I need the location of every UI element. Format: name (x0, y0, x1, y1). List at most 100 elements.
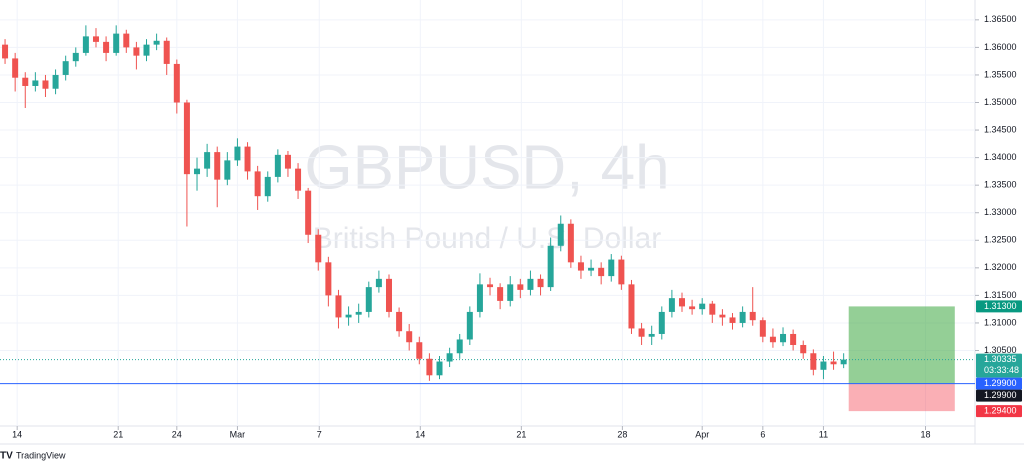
candle-body (365, 287, 372, 312)
candle-body (588, 267, 595, 271)
entry-tag: 1.29900 (984, 390, 1017, 400)
candle-body (497, 287, 504, 301)
candle-body (446, 353, 453, 362)
y-tick-label: 1.32500 (984, 235, 1017, 245)
y-tick-label: 1.36500 (984, 14, 1017, 24)
candle-body (315, 234, 322, 263)
candle-body (204, 152, 211, 169)
candle-body (810, 353, 817, 370)
y-tick-label: 1.32000 (984, 262, 1017, 272)
x-tick-label: 6 (760, 429, 765, 439)
candle-body (678, 298, 685, 307)
candle-body (628, 284, 635, 329)
candle-body (769, 336, 776, 343)
candle-body (416, 342, 423, 359)
candle-body (345, 314, 352, 318)
candle-body (466, 311, 473, 340)
candle-body (325, 262, 332, 296)
stop-loss-tag: 1.29400 (984, 405, 1017, 415)
candle-body (12, 58, 19, 78)
candle-body (426, 358, 433, 376)
candle-body (32, 80, 39, 86)
take-profit-tag-bg (976, 300, 1022, 313)
candle-body (638, 328, 645, 337)
y-tick-label: 1.34000 (984, 152, 1017, 162)
candle-body (608, 259, 615, 277)
candle-body (264, 176, 271, 197)
candle-body (194, 168, 201, 175)
y-tick-label: 1.35500 (984, 69, 1017, 79)
candle-body (840, 359, 847, 365)
candle-body (254, 171, 261, 197)
x-tick-label: Mar (230, 429, 246, 439)
candle-body (234, 146, 241, 161)
candle-body (92, 36, 99, 42)
candle-body (830, 361, 837, 365)
candle-body (790, 333, 797, 345)
candle-body (527, 278, 534, 290)
candle-body (133, 47, 140, 56)
candle-body (406, 331, 413, 343)
candle-body (52, 74, 59, 89)
candle-body (274, 154, 281, 177)
candle-body (143, 44, 150, 56)
candle-body (759, 320, 766, 337)
candle-body (668, 298, 675, 312)
grid (0, 0, 975, 426)
x-tick-label: 21 (516, 429, 526, 439)
candle-body (820, 361, 827, 370)
candle-body (173, 63, 180, 103)
candle-body (618, 259, 625, 285)
y-tick-label: 1.33500 (984, 180, 1017, 190)
candle-body (567, 223, 574, 263)
y-tick-label: 1.34500 (984, 124, 1017, 134)
y-tick-label: 1.35000 (984, 97, 1017, 107)
candle-body (456, 339, 463, 354)
candle-body (305, 190, 312, 235)
x-tick-label: 7 (317, 429, 322, 439)
candle-body (82, 36, 89, 53)
candle-body (396, 311, 403, 332)
candle-body (598, 267, 605, 277)
x-tick-label: 14 (12, 429, 22, 439)
candle-body (749, 311, 756, 321)
candle-body (295, 168, 302, 191)
logo-mark: TV (0, 451, 13, 462)
candle-body (577, 262, 584, 271)
candle-body (780, 333, 787, 343)
candle-body (557, 223, 564, 246)
candle-body (244, 146, 251, 172)
candle-body (517, 284, 524, 290)
candle-body (375, 278, 382, 288)
candle-body (123, 33, 130, 48)
candle-body (709, 303, 716, 315)
candle-body (699, 303, 706, 310)
candle-body (183, 102, 190, 175)
y-tick-label: 1.36000 (984, 42, 1017, 52)
last-price-tag-bg (976, 353, 1022, 378)
x-tick-label: 14 (415, 429, 425, 439)
logo: TV (0, 451, 13, 462)
candle-body (113, 33, 120, 53)
candle-body (658, 311, 665, 334)
price-line-tag: 1.29900 (984, 378, 1017, 388)
candle-body (103, 41, 110, 53)
x-tick-label: 18 (920, 429, 930, 439)
x-tick-label: Apr (695, 429, 709, 439)
candle-body (739, 311, 746, 323)
candle-body (648, 333, 655, 337)
stop-loss-tag-bg (976, 405, 1022, 418)
candle-body (436, 361, 443, 376)
candle-body (507, 284, 514, 301)
stop-loss-zone (848, 383, 955, 412)
countdown: 03:33:48 (984, 365, 1019, 375)
candle-body (2, 44, 9, 59)
candle-body (62, 61, 69, 75)
candle-body (476, 284, 483, 312)
candle-body (385, 278, 392, 312)
take-profit-zone (848, 306, 955, 384)
y-tick-label: 1.30500 (984, 345, 1017, 355)
candle-body (284, 154, 291, 169)
